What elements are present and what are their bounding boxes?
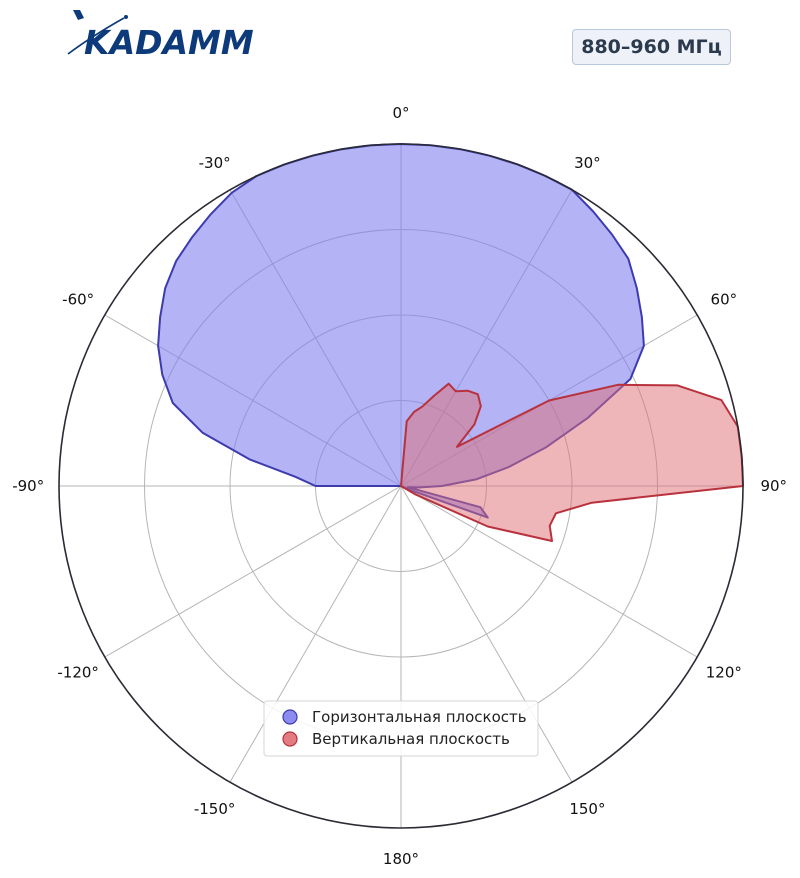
angle-ticks: 0° 30° 60° 90° 120° 150° 180° -150° -120° -90° -60… [12, 104, 787, 868]
angle-tick-label: 90° [760, 477, 787, 495]
angular-gridline [400, 485, 573, 783]
vertical-plane-area [400, 382, 744, 542]
legend-marker [282, 709, 298, 725]
legend-label: Вертикальная плоскость [312, 730, 510, 748]
logo-mark: KADAMM [67, 10, 254, 62]
angular-gridline [400, 485, 698, 658]
angle-tick-label: -60° [62, 291, 94, 309]
kadamm-logo: KADAMM [62, 6, 267, 64]
angle-tick-label: 0° [392, 104, 409, 122]
logo-text: KADAMM [84, 23, 254, 62]
frequency-band-badge: 880–960 МГц [572, 29, 731, 65]
angle-tick-label: 150° [569, 800, 605, 818]
angle-tick-label: -90° [12, 477, 44, 495]
polar-frame [58, 143, 744, 829]
outer-circle [58, 143, 744, 829]
angle-tick-label: 30° [574, 154, 601, 172]
legend-label: Горизонтальная плоскость [312, 708, 527, 726]
angle-tick-label: -150° [194, 800, 236, 818]
angle-tick-label: 180° [383, 850, 419, 868]
angular-gridline [104, 485, 402, 658]
legend: Горизонтальная плоскость Вертикальная пло… [263, 700, 539, 757]
legend-box [263, 700, 539, 757]
angular-gridline [229, 485, 402, 783]
angle-tick-label: 120° [706, 663, 742, 681]
angle-tick-label: -120° [57, 663, 99, 681]
legend-marker [282, 731, 298, 747]
angle-tick-label: -30° [199, 154, 231, 172]
series-layer [157, 143, 744, 542]
angle-tick-label: 60° [711, 291, 738, 309]
